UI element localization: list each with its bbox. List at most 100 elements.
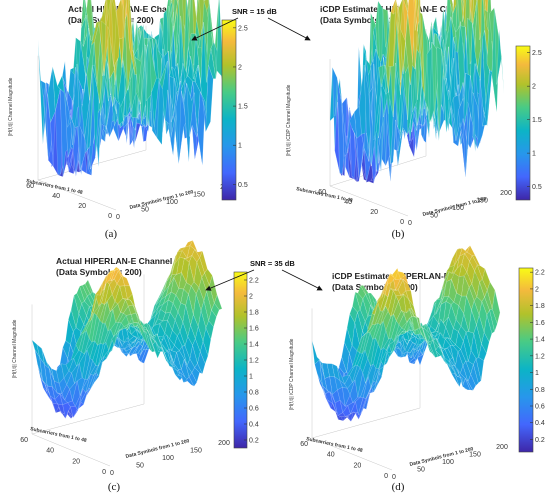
- panel-c-zlabel: |H(f,t)| Channel Magnitude: [12, 319, 18, 378]
- colorbar-tick-label: 0.8: [249, 390, 259, 397]
- y-tick-label: 60: [20, 437, 28, 444]
- panel-b-colorbar: [515, 45, 531, 201]
- x-tick-label: 0: [116, 214, 120, 221]
- panel-a-xlabel: Data Symbols from 1 to 200: [129, 189, 194, 211]
- panel-b: iCDP Estimated HIPERLAN-E Channel (Data …: [286, 0, 542, 240]
- x-tick-label: 150: [193, 192, 205, 199]
- panel-c-title-line-1: Actual HIPERLAN-E Channel: [56, 256, 172, 266]
- x-tick-label: 100: [162, 455, 174, 462]
- panel-a-colorbar: [221, 19, 237, 201]
- panel-d-xticks: 0 50 100 150 200: [392, 444, 508, 481]
- colorbar-tick-label: 1.2: [249, 358, 259, 365]
- panel-a: Actual HIPERLAN-E Channel (Data Symbols …: [8, 0, 248, 240]
- panel-c-yticks: 0 20 40 60: [20, 437, 106, 476]
- panel-d: iCDP Estimated HIPERLAN-E Channel (Data …: [289, 245, 545, 493]
- y-tick-label: 0: [102, 469, 106, 476]
- colorbar-tick-label: 1.4: [535, 337, 545, 344]
- panel-b-yticks: 0 20 40 60: [318, 189, 404, 226]
- panel-d-colorbar: [518, 267, 534, 453]
- panel-d-zlabel: |H(f,t)| iCDP Channel Magnitude: [289, 338, 295, 410]
- y-tick-label: 0: [400, 219, 404, 226]
- colorbar-tick-label: 0.2: [535, 437, 545, 444]
- surface-patch: [214, 294, 223, 310]
- colorbar-tick-label: 0.2: [249, 438, 259, 445]
- panel-a-caption: (a): [105, 228, 118, 240]
- panel-c: Actual HIPERLAN-E Channel (Data Symbols …: [12, 240, 259, 493]
- colorbar-tick-label: 0.4: [535, 420, 545, 427]
- colorbar-tick-label: 2.5: [532, 50, 542, 57]
- y-tick-label: 40: [344, 199, 352, 206]
- colorbar-tick-label: 1: [535, 370, 539, 377]
- surface-frame-back: [311, 278, 421, 439]
- y-tick-label: 60: [26, 183, 34, 190]
- panel-a-colorbar-ticks: 0.5 1 1.5 2 2.5: [233, 25, 248, 189]
- panel-c-ylabel: Subcarriers from 1 to 48: [30, 426, 88, 444]
- y-tick-label: 20: [370, 209, 378, 216]
- colorbar-tick-label: 0.4: [249, 422, 259, 429]
- panel-a-surface: [37, 0, 225, 211]
- y-tick-label: 40: [327, 452, 335, 459]
- colorbar-tick-label: 1: [249, 374, 253, 381]
- x-tick-label: 0: [110, 470, 114, 477]
- colorbar-tick-label: 1: [238, 143, 242, 150]
- x-tick-label: 100: [166, 199, 178, 206]
- panel-d-colorbar-ticks: 0.2 0.4 0.6 0.8 1 1.2 1.4 1.6 1.8 2 2.2: [530, 270, 545, 444]
- surface-patch: [492, 290, 501, 325]
- colorbar-tick-label: 2: [249, 294, 253, 301]
- y-tick-label: 60: [300, 441, 308, 448]
- x-tick-label: 50: [141, 207, 149, 214]
- panel-b-caption: (b): [392, 228, 405, 240]
- colorbar-tick-label: 0.8: [535, 387, 545, 394]
- colorbar-tick-label: 0.5: [238, 182, 248, 189]
- colorbar-tick-label: 2: [532, 84, 536, 91]
- x-tick-label: 150: [469, 452, 481, 459]
- x-tick-label: 50: [430, 213, 438, 220]
- snr-arrow-right-15db: [267, 17, 311, 41]
- colorbar-tick-label: 1: [532, 151, 536, 158]
- y-tick-label: 20: [72, 458, 80, 465]
- panel-b-zlabel: |H(f,t)| iCDP Channel Magnitude: [286, 84, 292, 156]
- panel-b-colorbar-ticks: 0.5 1 1.5 2 2.5: [527, 50, 542, 191]
- snr-annotation-15db: SNR = 15 dB: [191, 7, 311, 41]
- panel-c-surface: [31, 240, 223, 467]
- x-tick-label: 0: [392, 474, 396, 481]
- surface-patch: [496, 29, 505, 95]
- y-tick-label: 20: [78, 203, 86, 210]
- colorbar-tick-label: 1.6: [249, 326, 259, 333]
- panel-d-yticks: 0 20 40 60: [300, 441, 388, 480]
- colorbar-tick-label: 0.6: [535, 404, 545, 411]
- panel-c-caption: (c): [108, 481, 121, 493]
- colorbar-tick-label: 2: [238, 64, 242, 71]
- surface-frame: [31, 304, 111, 467]
- x-tick-label: 0: [408, 220, 412, 227]
- panel-b-title-line-2: (Data Symbols = 200): [320, 15, 406, 25]
- snr-arrow-left-15db: [191, 17, 239, 41]
- panel-d-title-line-2: (Data Symbols = 200): [332, 282, 418, 292]
- snr-arrow-left-35db: [205, 269, 255, 291]
- colorbar-tick-label: 1.5: [238, 104, 248, 111]
- y-tick-label: 0: [384, 473, 388, 480]
- panel-c-xticks: 0 50 100 150 200: [110, 440, 230, 477]
- panel-a-zlabel: |H(f,t)| Channel Magnitude: [8, 77, 14, 136]
- panel-d-surface: [311, 245, 501, 471]
- x-tick-label: 150: [190, 448, 202, 455]
- panel-a-yticks: 0 20 40 60: [26, 183, 112, 220]
- panel-d-caption: (d): [392, 481, 405, 493]
- surface-frame-back: [31, 274, 145, 435]
- x-tick-label: 200: [218, 440, 230, 447]
- y-tick-label: 20: [354, 462, 362, 469]
- x-tick-label: 100: [442, 459, 454, 466]
- y-tick-label: 40: [52, 193, 60, 200]
- colorbar-tick-label: 0.6: [249, 406, 259, 413]
- panel-c-title-line-2: (Data Symbols = 200): [56, 267, 142, 277]
- y-tick-label: 40: [46, 448, 54, 455]
- panel-d-title-line-1: iCDP Estimated HIPERLAN-E Channel: [332, 271, 485, 281]
- colorbar-tick-label: 1.8: [535, 303, 545, 310]
- colorbar-tick-label: 2.2: [535, 270, 545, 277]
- x-tick-label: 50: [136, 463, 144, 470]
- y-tick-label: 60: [318, 189, 326, 196]
- colorbar-tick-label: 1.8: [249, 310, 259, 317]
- y-tick-label: 0: [108, 213, 112, 220]
- colorbar-tick-label: 2: [535, 286, 539, 293]
